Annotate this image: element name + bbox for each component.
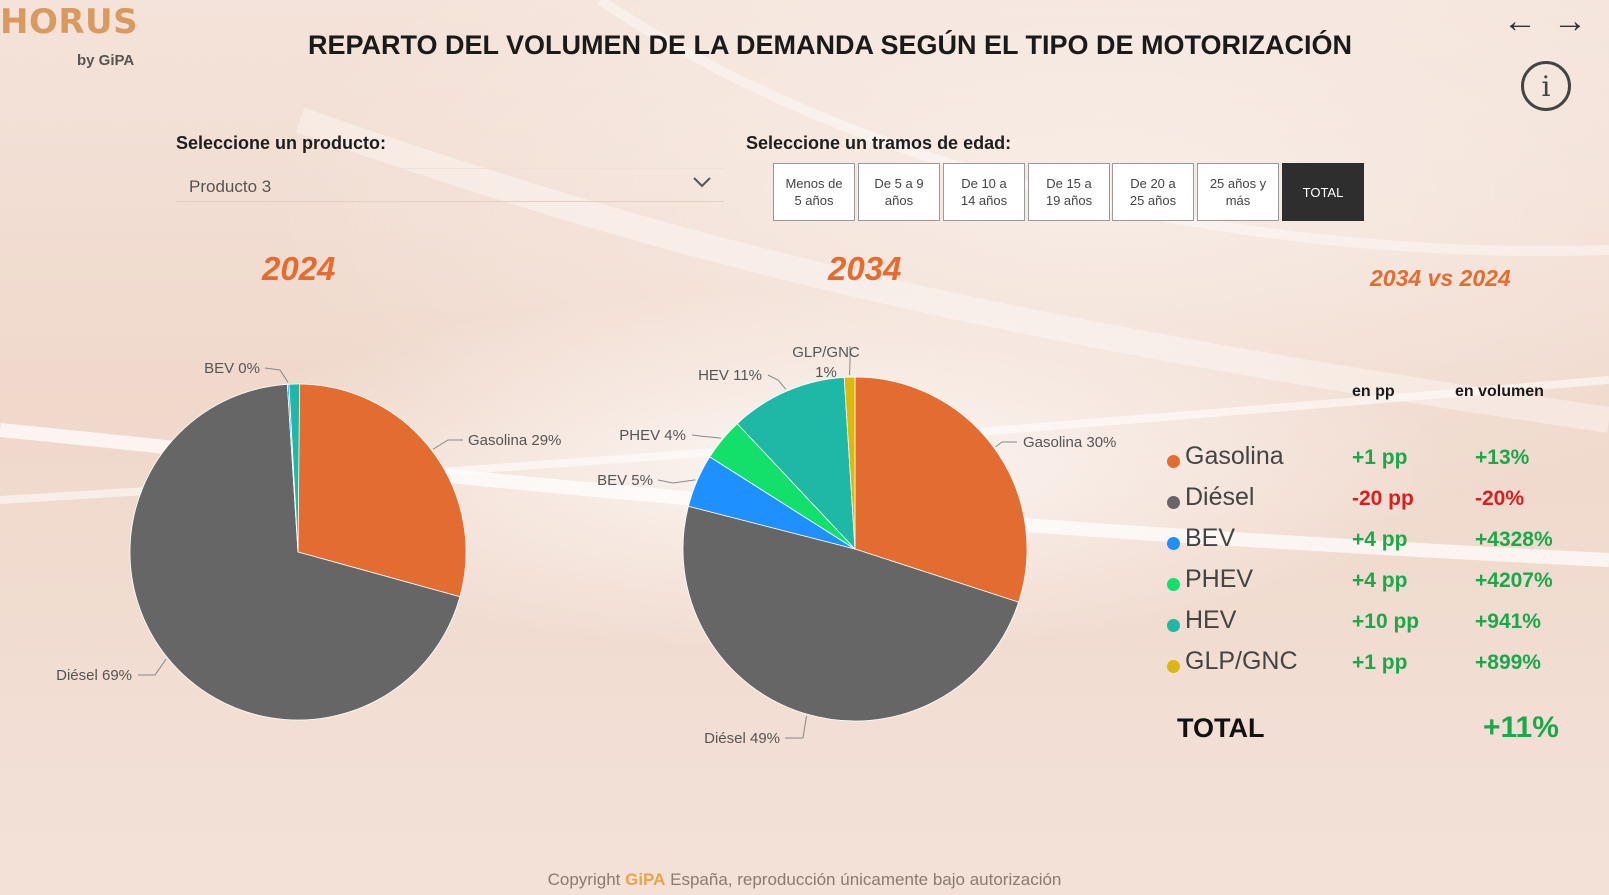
age-option-total[interactable]: TOTAL bbox=[1282, 163, 1364, 221]
row-pp-hev: +10 pp bbox=[1352, 610, 1420, 633]
row-pp-glp-gnc: +1 pp bbox=[1352, 651, 1408, 674]
age-filter-label: Seleccione un tramos de edad: bbox=[746, 133, 1012, 153]
leader-line-phev bbox=[691, 434, 721, 439]
footer-suffix: España, reproducción únicamente bajo aut… bbox=[665, 870, 1062, 889]
data-label-di-sel: Diésel 69% bbox=[56, 667, 132, 684]
leader-line-gasolina bbox=[995, 441, 1017, 448]
brand-name: HORUS bbox=[0, 2, 139, 42]
row-volume-bev: +4328% bbox=[1475, 528, 1553, 551]
row-pp-gasolina: +1 pp bbox=[1352, 446, 1408, 469]
pie-chart-2024: Gasolina 29% Diésel 69% BEV 0% bbox=[56, 360, 561, 721]
row-name-phev: PHEV bbox=[1185, 565, 1254, 593]
row-name-di-sel: Diésel bbox=[1185, 483, 1255, 511]
row-pp-phev: +4 pp bbox=[1352, 569, 1408, 592]
row-name-glp-gnc: GLP/GNC bbox=[1185, 647, 1298, 675]
row-volume-glp-gnc: +899% bbox=[1475, 651, 1541, 674]
info-icon: i bbox=[1541, 70, 1551, 103]
data-label-bev: BEV 0% bbox=[204, 360, 260, 377]
legend-dot-gasolina bbox=[1167, 455, 1180, 468]
legend-dot-bev bbox=[1167, 537, 1180, 550]
total-value: +11% bbox=[1483, 711, 1559, 744]
pie-slice-glp-gnc[interactable] bbox=[843, 376, 856, 550]
age-option-10-14[interactable]: De 10 a 14 años bbox=[943, 163, 1025, 221]
data-label-hev: HEV 11% bbox=[698, 367, 762, 384]
leader-line-di-sel bbox=[785, 716, 807, 739]
leader-line-hev bbox=[767, 374, 787, 390]
leader-line-di-sel bbox=[138, 658, 167, 676]
back-arrow-icon[interactable]: ← bbox=[1503, 2, 1537, 40]
age-option-25-plus[interactable]: 25 años y más bbox=[1197, 163, 1279, 221]
age-option-5-9[interactable]: De 5 a 9 años bbox=[858, 163, 940, 221]
data-label-phev: PHEV 4% bbox=[619, 427, 686, 444]
comparison-title: 2034 vs 2024 bbox=[1370, 265, 1511, 291]
footer-prefix: Copyright bbox=[547, 870, 626, 889]
data-label-bev: BEV 5% bbox=[597, 472, 653, 489]
footer-brand: GiPA bbox=[625, 870, 666, 889]
data-label-di-sel: Diésel 49% bbox=[704, 730, 780, 747]
row-volume-hev: +941% bbox=[1475, 610, 1541, 633]
data-label-gasolina: Gasolina 30% bbox=[1023, 434, 1116, 451]
app-logo: HORUS by GiPA bbox=[0, 2, 139, 69]
pie-chart-2034: Gasolina 30% Diésel 49% BEV 5% PHEV 4% HEV 1… bbox=[597, 344, 1116, 747]
leader-line-bev bbox=[657, 479, 696, 484]
product-dropdown-value: Producto 3 bbox=[189, 177, 272, 196]
row-name-bev: BEV bbox=[1185, 524, 1236, 552]
pie-slice-di-sel[interactable] bbox=[682, 505, 1020, 722]
copyright-footer: Copyright GiPA España, reproducción únic… bbox=[0, 870, 1609, 890]
leader-line-bev bbox=[264, 367, 289, 383]
info-button[interactable]: i bbox=[1521, 61, 1571, 111]
legend-dot-phev bbox=[1167, 578, 1180, 591]
age-option-under-5[interactable]: Menos de 5 años bbox=[773, 163, 855, 221]
pie-slice-gasolina[interactable] bbox=[854, 376, 1028, 603]
chevron-down-icon bbox=[693, 177, 711, 188]
row-volume-di-sel: -20% bbox=[1475, 487, 1525, 510]
row-volume-phev: +4207% bbox=[1475, 569, 1553, 592]
data-label-glp-gnc: 1% bbox=[815, 364, 837, 381]
pie-slice-gasolina[interactable] bbox=[297, 383, 467, 598]
row-name-gasolina: Gasolina bbox=[1185, 442, 1284, 470]
product-filter-label: Seleccione un producto: bbox=[176, 133, 387, 153]
row-pp-bev: +4 pp bbox=[1352, 528, 1408, 551]
pie-slice-hev[interactable] bbox=[736, 376, 856, 551]
row-name-hev: HEV bbox=[1185, 606, 1237, 634]
brand-by-line: by GiPA bbox=[77, 52, 135, 69]
age-option-20-25[interactable]: De 20 a 25 años bbox=[1112, 163, 1194, 221]
age-option-15-19[interactable]: De 15 a 19 años bbox=[1028, 163, 1110, 221]
total-label: TOTAL bbox=[1177, 713, 1265, 743]
row-volume-gasolina: +13% bbox=[1475, 446, 1530, 469]
column-header-pp: en pp bbox=[1352, 383, 1395, 400]
chart-title-2034: 2034 bbox=[828, 250, 902, 287]
pie-slice-hev[interactable] bbox=[288, 383, 301, 553]
page-title: REPARTO DEL VOLUMEN DE LA DEMANDA SEGÚN … bbox=[307, 30, 1353, 60]
legend-dot-di-sel bbox=[1167, 496, 1180, 509]
product-dropdown[interactable]: Producto 3 bbox=[176, 168, 724, 202]
leader-line-gasolina bbox=[433, 439, 463, 450]
forward-arrow-icon[interactable]: → bbox=[1553, 2, 1587, 40]
chart-title-2024: 2024 bbox=[262, 250, 336, 287]
legend-dot-hev bbox=[1167, 619, 1180, 632]
column-header-volume: en volumen bbox=[1455, 383, 1544, 400]
legend-dot-glp-gnc bbox=[1167, 660, 1180, 673]
pie-slice-di-sel[interactable] bbox=[129, 383, 461, 721]
row-pp-di-sel: -20 pp bbox=[1352, 487, 1414, 510]
data-label-glp-gnc: GLP/GNC bbox=[792, 344, 860, 361]
data-label-gasolina: Gasolina 29% bbox=[468, 432, 561, 449]
